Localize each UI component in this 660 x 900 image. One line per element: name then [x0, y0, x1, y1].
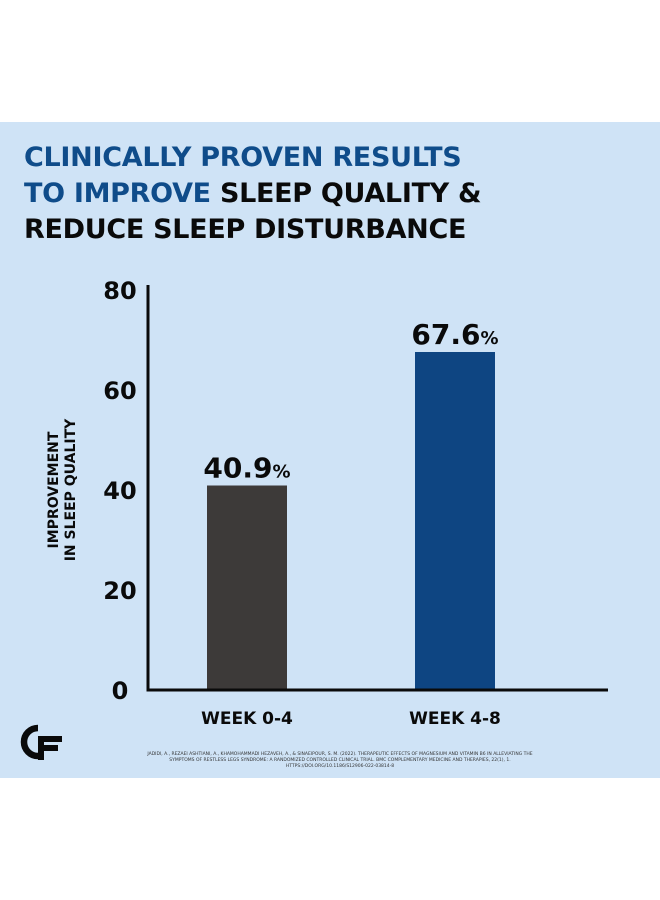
data-label-unit: % [481, 328, 499, 349]
bar-2 [415, 352, 495, 689]
headline-line-2-black: SLEEP QUALITY & [210, 178, 482, 209]
y-axis-title-line-2: IN SLEEP QUALITY [63, 418, 79, 561]
data-label-2: 67.6% [411, 318, 498, 351]
y-tick-label: 0 [112, 677, 129, 705]
y-tick-label: 40 [103, 477, 136, 505]
data-label-value: 67.6 [411, 318, 480, 351]
data-label-unit: % [273, 462, 291, 483]
headline-line-1: CLINICALLY PROVEN RESULTS [24, 142, 462, 173]
data-label-value: 40.9 [203, 452, 272, 485]
headline: CLINICALLY PROVEN RESULTS TO IMPROVE SLE… [24, 140, 644, 248]
data-label-1: 40.9% [203, 452, 290, 485]
y-tick-label: 60 [103, 377, 136, 405]
headline-line-3: REDUCE SLEEP DISTURBANCE [24, 214, 467, 245]
y-axis-title: IMPROVEMENTIN SLEEP QUALITY [46, 418, 79, 561]
bar-chart: 0 20 40 60 80 IMPROVEMENTIN SLEEP QUALITY 40.9… [46, 277, 608, 729]
y-tick-label: 80 [103, 277, 136, 305]
y-axis-title-line-1: IMPROVEMENT [46, 431, 62, 548]
citation-text: JADIDI, A., REZAEI ASHTIANI, A., KHAMOHA… [147, 752, 533, 769]
chart-panel-background [0, 122, 660, 778]
x-category-label-2: WEEK 4-8 [409, 709, 501, 729]
headline-line-2: TO IMPROVE SLEEP QUALITY & [24, 176, 644, 212]
y-tick-label: 20 [103, 577, 136, 605]
x-category-label-1: WEEK 0-4 [201, 709, 293, 729]
headline-line-2-blue: TO IMPROVE [24, 178, 211, 209]
cf-logo-icon [20, 724, 62, 760]
bar-1 [207, 485, 287, 689]
